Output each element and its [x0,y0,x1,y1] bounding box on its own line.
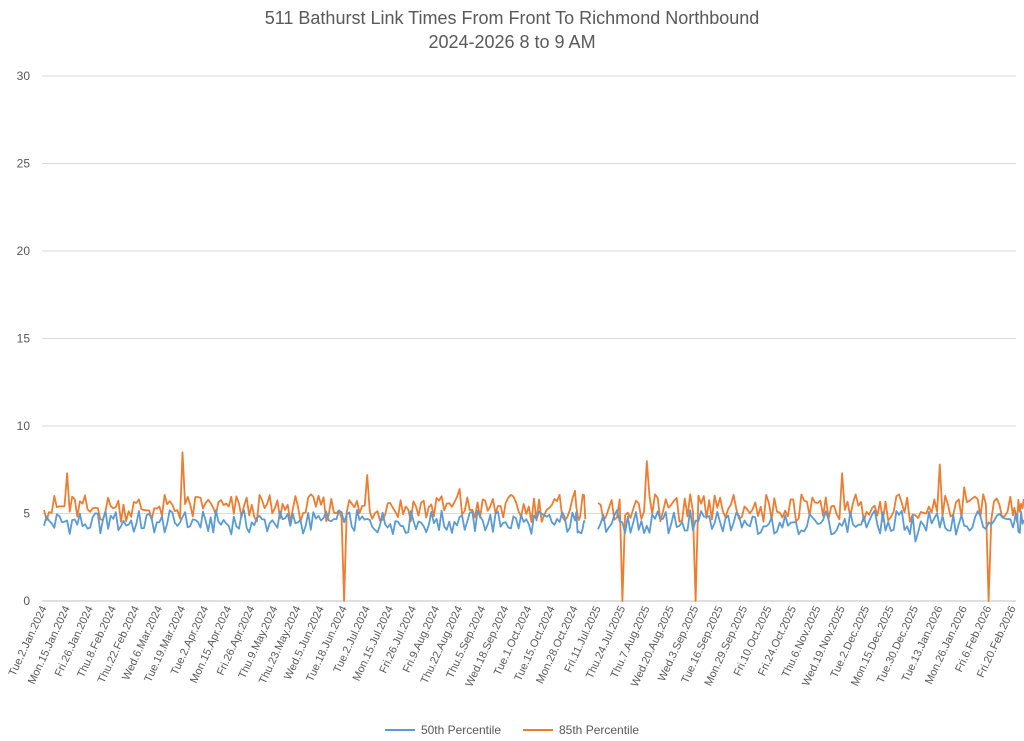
y-tick-label: 5 [23,507,30,521]
y-tick-label: 20 [17,244,31,258]
legend-item-50th: 50th Percentile [384,723,501,737]
legend-swatch-50th [384,729,415,731]
legend-label-85th: 85th Percentile [559,723,640,737]
series-85th-line-segment-2 [597,460,1024,602]
chart-title: 511 Bathurst Link Times From Front To Ri… [264,8,760,28]
chart-subtitle: 2024-2026 8 to 9 AM [428,32,596,52]
y-tick-label: 15 [17,332,31,346]
series-85th-line-segment-1 [43,451,587,602]
series-50th-line-segment-1 [43,509,586,536]
series-50th-line-segment-2 [597,509,1024,543]
legend-swatch-85th [523,729,553,731]
y-tick-label: 25 [17,157,31,171]
y-tick-label: 30 [17,69,31,83]
legend: 50th Percentile 85th Percentile [0,723,1024,737]
legend-label-50th: 50th Percentile [420,723,501,737]
y-tick-label: 10 [17,419,31,433]
y-tick-label: 0 [23,594,30,608]
legend-item-85th: 85th Percentile [523,723,639,737]
